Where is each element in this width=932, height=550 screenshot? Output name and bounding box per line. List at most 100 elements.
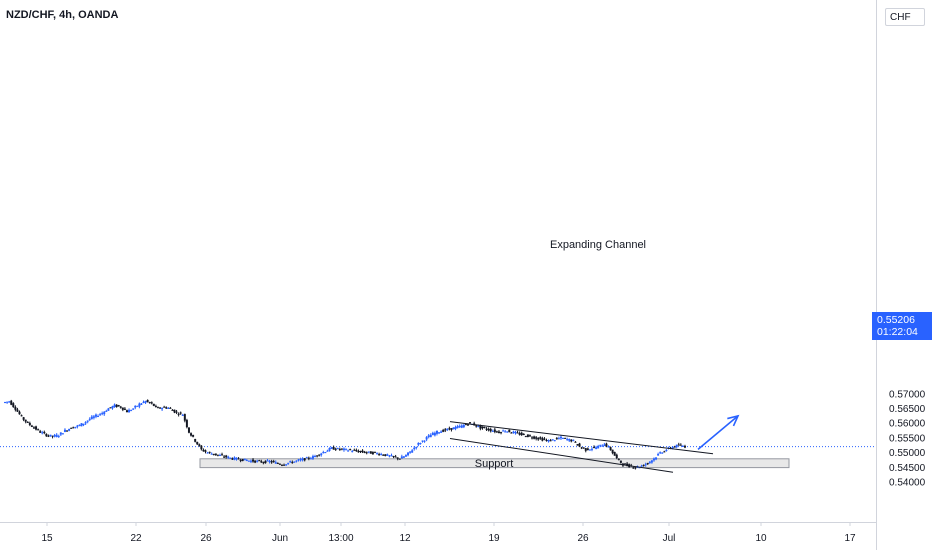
candle-body — [390, 455, 393, 457]
candle-body — [588, 449, 591, 451]
candle-body — [239, 460, 242, 462]
candle-body — [260, 461, 263, 463]
candle-body — [208, 451, 211, 453]
candle-body — [61, 433, 64, 435]
candle-body — [632, 467, 635, 469]
currency-tag[interactable]: CHF — [885, 8, 925, 26]
candle-body — [121, 407, 124, 410]
candle-body — [458, 426, 461, 428]
candle-body — [425, 437, 428, 440]
projection-arrow-line[interactable] — [697, 415, 739, 451]
candle-body — [626, 463, 629, 466]
candle-body — [28, 422, 31, 425]
candle-body — [72, 427, 75, 429]
candle-body — [68, 429, 71, 431]
candle-body — [105, 410, 108, 412]
candle-body — [136, 405, 139, 407]
candle-body — [371, 452, 374, 455]
candle-body — [578, 443, 581, 447]
candle-body — [142, 401, 145, 403]
candle-body — [84, 422, 87, 424]
candle-body — [97, 416, 100, 418]
candle-body — [574, 441, 577, 443]
candle-body — [332, 446, 335, 450]
candle-body — [644, 464, 647, 466]
candle-body — [555, 438, 558, 440]
x-tick-label: 17 — [844, 533, 856, 544]
candle-body — [316, 455, 319, 457]
candle-body — [675, 444, 678, 448]
candle-body — [413, 447, 416, 450]
candle-body — [541, 438, 544, 441]
x-tick-label: 22 — [130, 533, 142, 544]
support-zone[interactable] — [199, 458, 790, 469]
candle-body — [359, 450, 362, 452]
candle-body — [169, 407, 172, 409]
candle-body — [351, 451, 354, 453]
candle-body — [254, 460, 257, 463]
candle-body — [41, 432, 44, 434]
candle-body — [576, 444, 579, 446]
candle-body — [63, 429, 66, 432]
candle-body — [506, 431, 509, 433]
x-tick-label: 15 — [41, 533, 53, 544]
candle-body — [491, 430, 494, 432]
candle-body — [148, 402, 151, 404]
candle-body — [35, 426, 38, 430]
candle-body — [537, 437, 540, 440]
candle-body — [539, 437, 542, 439]
candle-body — [90, 416, 93, 419]
candle-body — [677, 444, 680, 446]
candle-body — [326, 450, 329, 452]
candle-body — [452, 427, 455, 430]
candle-body — [553, 440, 556, 442]
candle-body — [231, 458, 234, 460]
candle-body — [280, 464, 283, 466]
candle-body — [603, 444, 606, 447]
candle-body — [570, 439, 573, 442]
candle-body — [367, 451, 370, 453]
candle-body — [24, 419, 27, 422]
candle-body — [373, 451, 376, 453]
candle-body — [642, 465, 645, 467]
candle-body — [679, 444, 682, 446]
candle-body — [194, 439, 197, 442]
candle-body — [657, 454, 660, 456]
channel-upper-line[interactable] — [449, 421, 714, 455]
candle-body — [328, 448, 331, 451]
candle-body — [580, 447, 583, 449]
candle-body — [615, 454, 618, 459]
x-tick-label: 13:00 — [328, 533, 353, 544]
symbol-title[interactable]: NZD/CHF, 4h, OANDA — [6, 9, 119, 21]
candle-body — [617, 458, 620, 460]
candle-body — [130, 410, 133, 412]
candle-body — [287, 462, 290, 464]
candle-body — [659, 452, 662, 454]
candle-body — [177, 413, 180, 415]
candle-body — [526, 434, 529, 437]
candle-body — [187, 427, 190, 433]
candle-body — [566, 439, 569, 441]
y-tick-label: 0.55000 — [889, 448, 926, 459]
candle-body — [417, 442, 420, 445]
candle-body — [568, 439, 571, 441]
candle-body — [411, 450, 414, 453]
y-tick-label: 0.55500 — [889, 433, 926, 444]
candle-body — [175, 411, 178, 413]
candle-body — [165, 407, 168, 409]
candle-body — [12, 403, 15, 408]
candle-body — [235, 457, 238, 460]
candle-body — [479, 425, 482, 429]
channel-lower-line[interactable] — [449, 438, 674, 473]
candle-body — [398, 458, 401, 460]
last-price-value: 0.55206 — [877, 314, 915, 326]
candle-body — [514, 431, 517, 434]
candle-body — [202, 449, 205, 452]
candle-body — [392, 455, 395, 457]
candle-body — [655, 457, 658, 460]
candle-body — [14, 406, 17, 410]
candle-body — [433, 432, 436, 436]
candle-body — [32, 427, 35, 429]
candle-body — [181, 414, 184, 416]
